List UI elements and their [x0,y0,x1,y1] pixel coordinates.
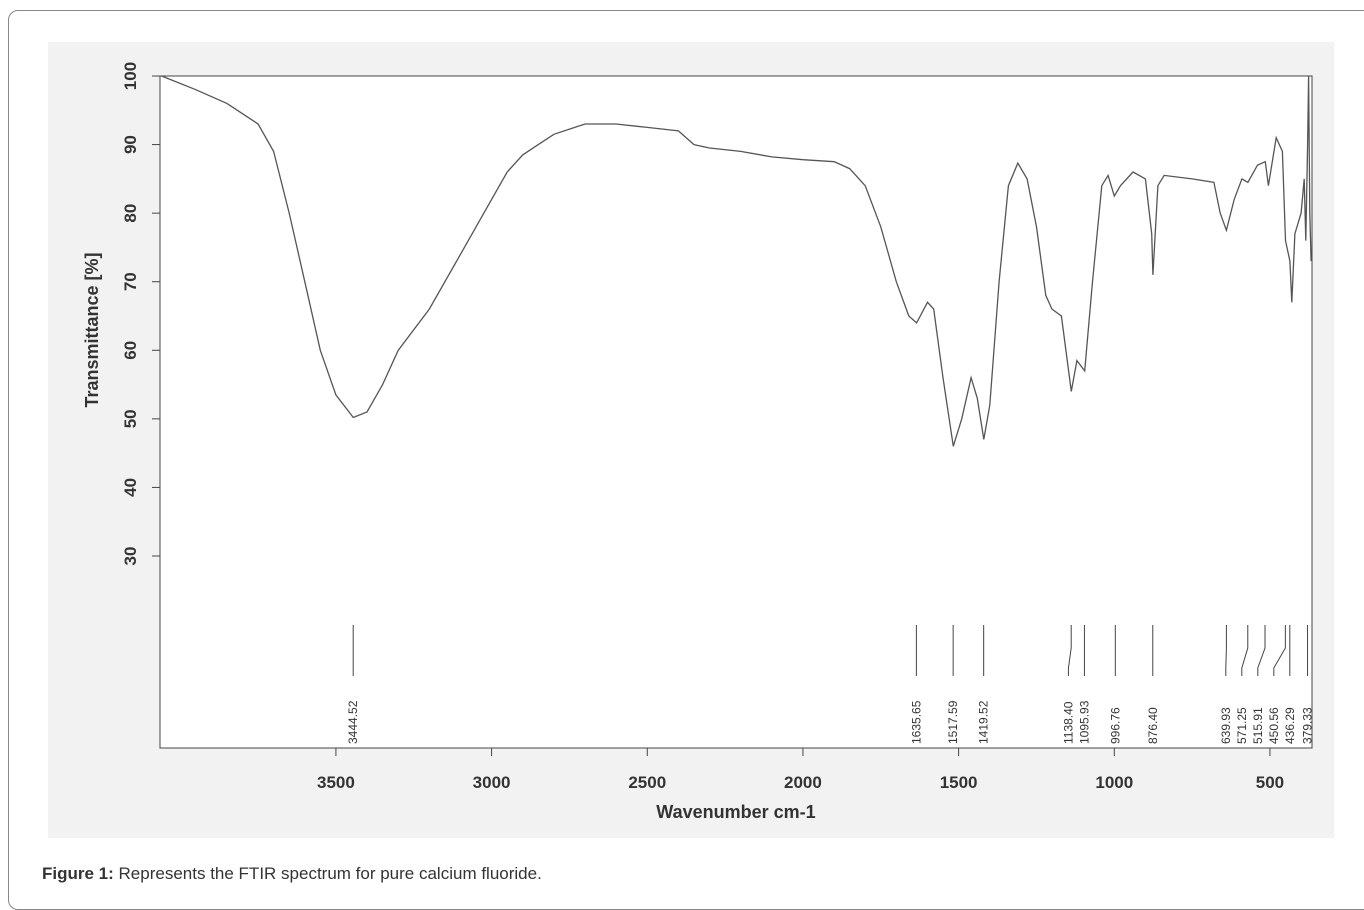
y-tick-label: 90 [121,135,140,154]
peak-label: 876.40 [1146,707,1160,744]
peak-marker [1257,625,1266,676]
x-tick-label: 3000 [473,773,511,792]
peak-label: 1095.93 [1077,700,1091,744]
peak-marker [1241,625,1249,676]
peak-label: 1138.40 [1061,701,1075,744]
peak-label: 1419.52 [977,700,991,744]
plot-area [159,75,1313,749]
y-tick-label: 60 [121,341,140,360]
peak-label: 996.76 [1108,707,1122,744]
peak-marker [1225,625,1227,676]
y-tick-label: 30 [121,547,140,566]
x-tick-label: 1000 [1095,773,1133,792]
caption: Figure 1: Represents the FTIR spectrum f… [42,864,542,884]
peak-marker [1273,625,1286,676]
x-tick-label: 1500 [940,773,978,792]
spectrum-line [161,75,1312,447]
y-tick-label: 70 [121,272,140,291]
y-axis-label: Transmittance [%] [82,252,102,407]
y-tick-label: 100 [121,62,140,90]
peak-label: 639.93 [1219,707,1233,744]
x-axis-label: Wavenumber cm-1 [656,802,815,822]
y-tick-label: 40 [121,478,140,497]
peak-label: 436.29 [1283,707,1297,744]
y-tick-label: 80 [121,204,140,223]
caption-text: Represents the FTIR spectrum for pure ca… [118,864,542,883]
x-tick-label: 2000 [784,773,822,792]
peak-label: 1635.65 [909,700,923,744]
peak-label: 1517.59 [946,700,960,744]
x-tick-label: 2500 [628,773,666,792]
peak-marker [1067,625,1072,676]
x-tick-label: 3500 [317,773,355,792]
peak-label: 3444.52 [346,700,360,744]
peak-label: 450.56 [1267,707,1281,744]
caption-label: Figure 1: [42,864,114,883]
y-tick-label: 50 [121,409,140,428]
peak-label: 379.33 [1301,707,1315,744]
x-tick-label: 500 [1256,773,1284,792]
peak-label: 515.91 [1251,707,1265,744]
peak-label: 571.25 [1235,707,1249,744]
